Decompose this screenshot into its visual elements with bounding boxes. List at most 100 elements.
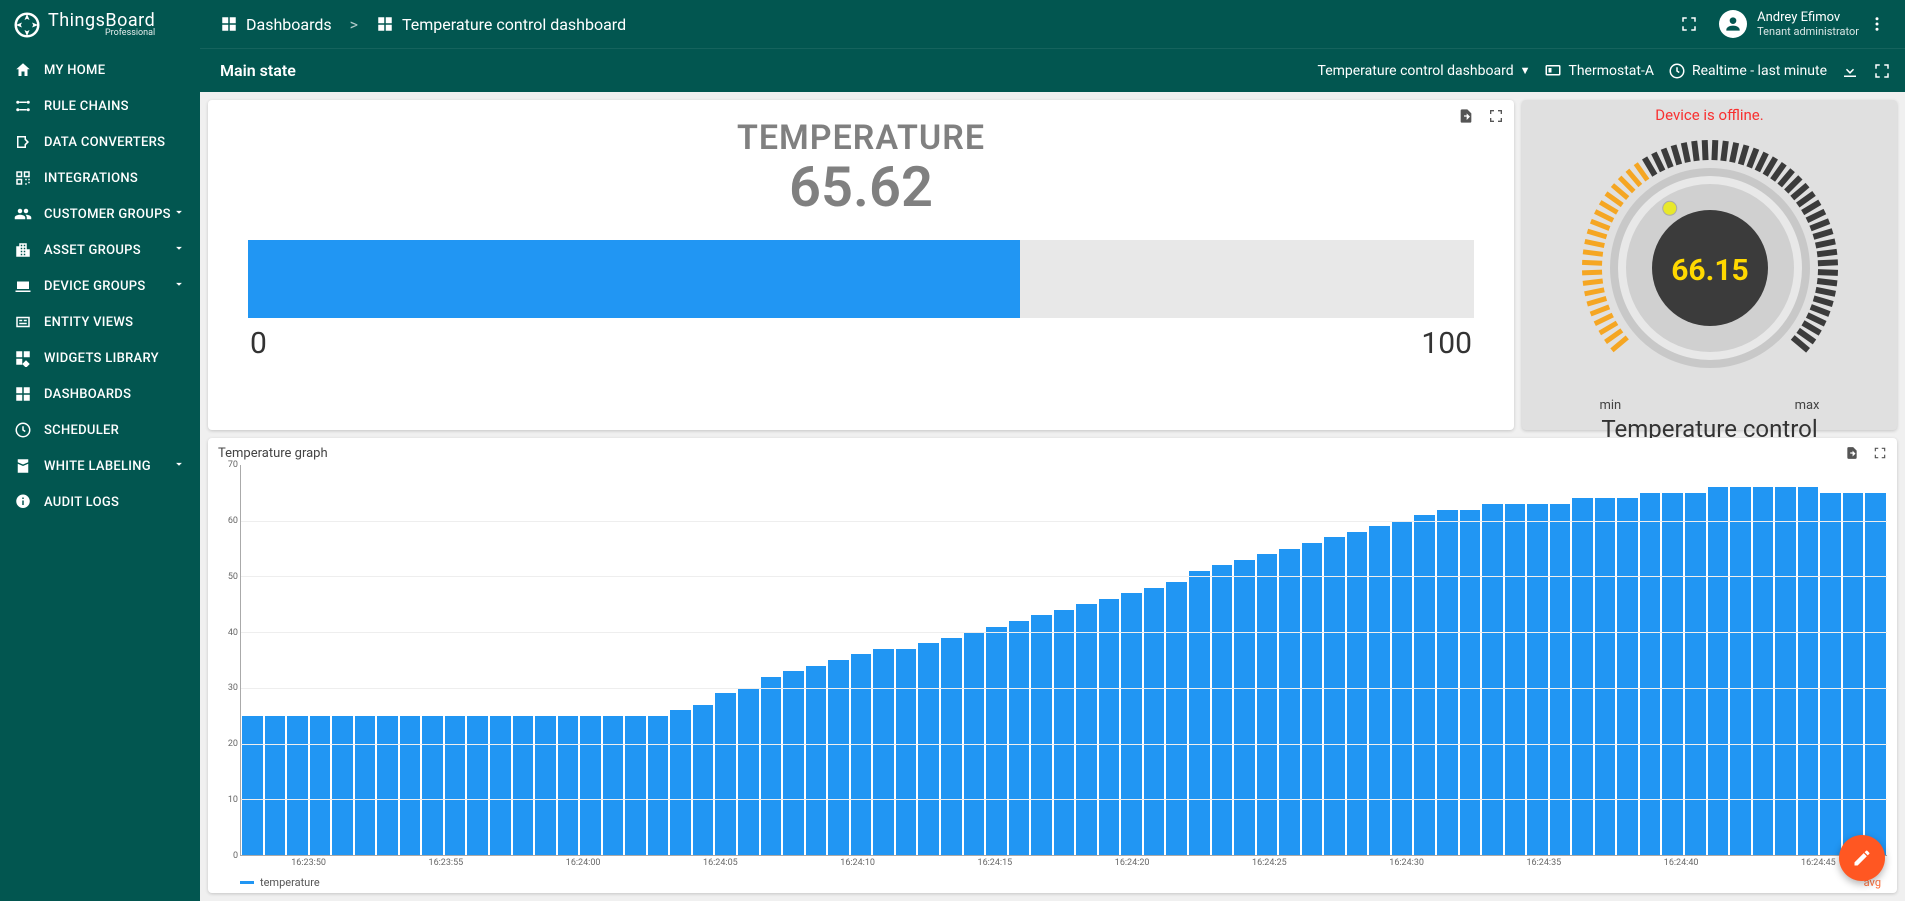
bar bbox=[1302, 543, 1323, 855]
main: Dashboards > Temperature control dashboa… bbox=[200, 0, 1905, 901]
bar bbox=[670, 710, 691, 855]
edit-fab[interactable] bbox=[1839, 835, 1885, 881]
bar bbox=[1460, 510, 1481, 855]
sidebar-item-views[interactable]: ENTITY VIEWS bbox=[0, 304, 200, 340]
bar bbox=[941, 638, 962, 855]
bar bbox=[1640, 493, 1661, 855]
sidebar-item-assets[interactable]: ASSET GROUPS bbox=[0, 232, 200, 268]
entity-select[interactable]: Thermostat-A bbox=[1544, 62, 1654, 80]
breadcrumb-root-label: Dashboards bbox=[246, 15, 332, 34]
chevron-down-icon bbox=[172, 241, 186, 259]
bars-container bbox=[241, 465, 1887, 855]
bar bbox=[467, 716, 488, 855]
bar bbox=[1595, 498, 1616, 855]
bar bbox=[1009, 621, 1030, 855]
bar bbox=[445, 716, 466, 855]
bar bbox=[1166, 582, 1187, 855]
knob-svg[interactable]: 66.15 bbox=[1560, 118, 1860, 398]
bar bbox=[986, 627, 1007, 855]
bar bbox=[1437, 510, 1458, 855]
sidebar-item-label: INTEGRATIONS bbox=[44, 171, 138, 186]
temperature-graph-widget: Temperature graph 010203040506070 16:23:… bbox=[208, 438, 1897, 893]
avatar-icon bbox=[1719, 10, 1747, 38]
breadcrumb-root[interactable]: Dashboards bbox=[220, 15, 332, 34]
bar bbox=[1550, 504, 1571, 855]
graph-title: Temperature graph bbox=[218, 446, 1887, 461]
dashboard-toolbar: Main state Temperature control dashboard… bbox=[200, 48, 1905, 92]
chevron-down-icon bbox=[172, 205, 186, 223]
brand-logo[interactable]: ThingsBoard Professional bbox=[0, 0, 200, 46]
timewindow-select[interactable]: Realtime - last minute bbox=[1668, 62, 1827, 80]
more-menu-button[interactable] bbox=[1859, 6, 1895, 42]
legend-series-label: temperature bbox=[260, 876, 320, 889]
bar bbox=[513, 716, 534, 855]
bar bbox=[603, 716, 624, 855]
bar bbox=[896, 649, 917, 855]
bar bbox=[355, 716, 376, 855]
chevron-down-icon bbox=[172, 457, 186, 475]
entity-label: Thermostat-A bbox=[1568, 63, 1654, 79]
sidebar-item-label: AUDIT LOGS bbox=[44, 495, 119, 510]
export-button[interactable] bbox=[1841, 62, 1859, 80]
sidebar-item-scheduler[interactable]: SCHEDULER bbox=[0, 412, 200, 448]
bar bbox=[1099, 599, 1120, 855]
breadcrumb-current[interactable]: Temperature control dashboard bbox=[376, 15, 626, 34]
bar bbox=[1031, 615, 1052, 855]
fullscreen-icon bbox=[1680, 15, 1698, 33]
bar bbox=[490, 716, 511, 855]
dashboard-select[interactable]: Temperature control dashboard ▼ bbox=[1318, 63, 1531, 79]
bar bbox=[1279, 549, 1300, 855]
bar bbox=[851, 654, 872, 855]
bar bbox=[1572, 498, 1593, 855]
sidebar-item-label: DASHBOARDS bbox=[44, 387, 131, 402]
sidebar-item-home[interactable]: MY HOME bbox=[0, 52, 200, 88]
export-widget-icon[interactable] bbox=[1845, 446, 1859, 460]
temp-min-label: 0 bbox=[250, 326, 267, 361]
sidebar-item-audit[interactable]: AUDIT LOGS bbox=[0, 484, 200, 520]
bar bbox=[1076, 604, 1097, 855]
rules-icon bbox=[14, 97, 32, 115]
bar bbox=[242, 716, 263, 855]
devices-icon bbox=[14, 277, 32, 295]
converters-icon bbox=[14, 133, 32, 151]
sidebar-item-customers[interactable]: CUSTOMER GROUPS bbox=[0, 196, 200, 232]
labeling-icon bbox=[14, 457, 32, 475]
audit-icon bbox=[14, 493, 32, 511]
dashboard-icon bbox=[376, 15, 394, 33]
bar bbox=[1662, 493, 1683, 855]
export-widget-icon[interactable] bbox=[1458, 108, 1474, 124]
download-icon bbox=[1841, 62, 1859, 80]
sidebar-item-converters[interactable]: DATA CONVERTERS bbox=[0, 124, 200, 160]
chevron-down-icon: ▼ bbox=[1520, 64, 1531, 77]
bar bbox=[1820, 493, 1841, 855]
y-axis: 010203040506070 bbox=[218, 465, 240, 856]
user-menu[interactable]: Andrey Efimov Tenant administrator bbox=[1719, 10, 1859, 39]
sidebar-item-label: SCHEDULER bbox=[44, 423, 119, 438]
sidebar-item-integrations[interactable]: INTEGRATIONS bbox=[0, 160, 200, 196]
user-name: Andrey Efimov bbox=[1757, 10, 1859, 26]
sidebar-item-widgets[interactable]: WIDGETS LIBRARY bbox=[0, 340, 200, 376]
knob-max-label: max bbox=[1795, 398, 1820, 413]
bar bbox=[625, 716, 646, 855]
knob-widget: Device is offline. 66.15 bbox=[1522, 100, 1897, 430]
fullscreen-widget-icon[interactable] bbox=[1873, 446, 1887, 460]
sidebar-item-devices[interactable]: DEVICE GROUPS bbox=[0, 268, 200, 304]
temperature-bar-widget: TEMPERATURE 65.62 0 100 bbox=[208, 100, 1514, 430]
sidebar-item-labeling[interactable]: WHITE LABELING bbox=[0, 448, 200, 484]
clock-icon bbox=[1668, 62, 1686, 80]
fullscreen-button[interactable] bbox=[1671, 6, 1707, 42]
bar bbox=[828, 660, 849, 855]
sidebar-item-rules[interactable]: RULE CHAINS bbox=[0, 88, 200, 124]
sidebar-item-label: DEVICE GROUPS bbox=[44, 279, 146, 294]
dashboard-fullscreen-button[interactable] bbox=[1873, 62, 1891, 80]
device-icon bbox=[1544, 62, 1562, 80]
pencil-icon bbox=[1852, 848, 1872, 868]
sidebar-item-label: MY HOME bbox=[44, 63, 105, 78]
integrations-icon bbox=[14, 169, 32, 187]
sidebar-item-label: ENTITY VIEWS bbox=[44, 315, 133, 330]
bar bbox=[400, 716, 421, 855]
sidebar-item-dashboards[interactable]: DASHBOARDS bbox=[0, 376, 200, 412]
temp-bar-fill bbox=[248, 240, 1020, 318]
fullscreen-widget-icon[interactable] bbox=[1488, 108, 1504, 124]
bar bbox=[580, 716, 601, 855]
